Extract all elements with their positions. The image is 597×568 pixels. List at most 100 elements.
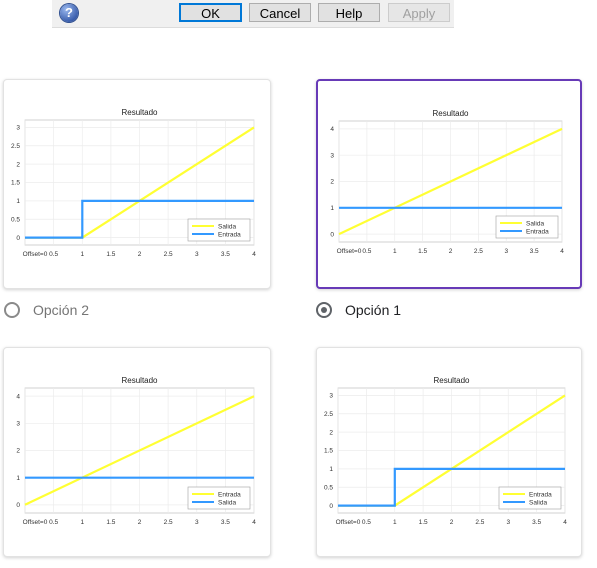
radio-label: Opción 2 [33, 302, 90, 318]
help-icon[interactable]: ? [60, 4, 78, 22]
series-line [338, 127, 563, 236]
x-tick-label: 4 [252, 519, 256, 526]
legend-label: Entrada [218, 231, 241, 238]
radio-option-2[interactable]: Opción 2 [4, 299, 89, 321]
y-tick-label: 2 [329, 429, 333, 436]
x-tick-label: 1 [80, 251, 84, 258]
x-tick-label: Offset=0 [337, 248, 362, 255]
help-button[interactable]: Help [318, 3, 380, 22]
y-tick-label: 2 [16, 448, 20, 455]
x-tick-label: 0.5 [362, 248, 371, 255]
y-tick-label: 1.5 [11, 180, 20, 187]
result-chart: Resultado Offset=0 0.5 1 1.5 2 2.5 3 3.5 4 0 1 2 3 4 Sa… [330, 109, 564, 255]
y-tick-label: 0 [16, 502, 20, 509]
x-tick-label: 1.5 [106, 251, 115, 258]
y-tick-label: 3 [16, 125, 20, 132]
series-line [338, 467, 565, 507]
y-tick-label: 3 [329, 393, 333, 400]
y-tick-label: 4 [16, 393, 20, 400]
legend-label: Entrada [218, 491, 241, 498]
x-tick-label: 1.5 [418, 248, 427, 255]
y-tick-label: 1 [16, 475, 20, 482]
x-tick-label: 2.5 [164, 251, 173, 258]
x-tick-label: 3 [504, 248, 508, 255]
legend-label: Salida [529, 499, 547, 506]
apply-button: Apply [388, 3, 450, 22]
x-tick-label: 0.5 [362, 519, 371, 526]
x-tick-label: 2 [449, 248, 453, 255]
x-tick-label: Offset=0 [23, 519, 48, 526]
x-tick-label: 3.5 [221, 251, 230, 258]
legend-box [498, 486, 562, 510]
y-tick-label: 2 [330, 179, 334, 186]
option-1-chart-card[interactable]: Resultado Offset=0 0.5 1 1.5 2 2.5 3 3.5 4 0 1 2 3 4 Sa… [316, 79, 582, 289]
result-chart: Resultado Offset=0 0.5 1 1.5 2 2.5 3 3.5 4 0 1 2 3 4 En… [16, 376, 256, 526]
x-tick-label: 2 [138, 519, 142, 526]
dialog-button-bar: ? OK Cancel Help Apply [52, 0, 454, 28]
x-tick-label: 2.5 [164, 519, 173, 526]
y-tick-label: 1 [330, 205, 334, 212]
y-tick-label: 2 [16, 161, 20, 168]
x-tick-label: 1.5 [106, 519, 115, 526]
y-tick-label: 3 [16, 421, 20, 428]
x-tick-label: 4 [560, 248, 564, 255]
ok-button[interactable]: OK [179, 3, 242, 22]
x-tick-label: 3 [506, 519, 510, 526]
chart-title: Resultado [121, 108, 158, 117]
y-tick-label: 2.5 [11, 143, 20, 150]
x-tick-label: 4 [252, 251, 256, 258]
x-tick-label: 1 [80, 519, 84, 526]
y-tick-label: 0 [329, 503, 333, 510]
y-tick-label: 1.5 [324, 448, 333, 455]
legend-box [187, 486, 251, 510]
cancel-button[interactable]: Cancel [249, 3, 311, 22]
x-tick-label: 2 [138, 251, 142, 258]
y-tick-label: 3 [330, 152, 334, 159]
x-tick-label: 4 [563, 519, 567, 526]
x-tick-label: Offset=0 [336, 519, 361, 526]
x-tick-label: 3 [195, 251, 199, 258]
x-tick-label: 3.5 [221, 519, 230, 526]
x-tick-label: 2.5 [475, 519, 484, 526]
chart-title: Resultado [433, 376, 470, 385]
legend-label: Entrada [526, 228, 549, 235]
x-tick-label: 2 [450, 519, 454, 526]
radio-label: Opción 1 [345, 302, 402, 318]
y-tick-label: 4 [330, 126, 334, 133]
y-tick-label: 0 [330, 231, 334, 238]
option-2-chart-card[interactable]: Resultado Offset=0 0.5 1 1.5 2 2.5 3 3.5 4 0 0.5 1 1.… [3, 79, 271, 289]
x-tick-label: Offset=0 [23, 251, 48, 258]
option-3-chart-card[interactable]: Resultado Offset=0 0.5 1 1.5 2 2.5 3 3.5 4 0 1 2 3 4 En… [3, 347, 271, 557]
radio-option-1[interactable]: Opción 1 [316, 299, 401, 321]
legend-label: Salida [218, 499, 236, 506]
series-line [24, 395, 255, 506]
option-4-chart-card[interactable]: Resultado Offset=0 0.5 1 1.5 2 2.5 3 3.5 4 0 0.5 1 1.… [316, 347, 582, 557]
x-tick-label: 0.5 [49, 251, 58, 258]
radio-button-selected[interactable] [316, 302, 332, 318]
y-tick-label: 0.5 [11, 216, 20, 223]
y-tick-label: 1 [329, 466, 333, 473]
x-tick-label: 2.5 [474, 248, 483, 255]
chart-title: Resultado [432, 109, 469, 118]
legend-label: Salida [526, 220, 544, 227]
x-tick-label: 3.5 [532, 519, 541, 526]
legend-box [495, 215, 559, 239]
y-tick-label: 0 [16, 235, 20, 242]
y-tick-label: 2.5 [324, 411, 333, 418]
x-tick-label: 1.5 [419, 519, 428, 526]
radio-button[interactable] [4, 302, 20, 318]
x-tick-label: 1 [393, 519, 397, 526]
x-tick-label: 0.5 [49, 519, 58, 526]
series-line [25, 199, 254, 239]
x-tick-label: 3 [195, 519, 199, 526]
legend-box [187, 218, 251, 242]
y-tick-label: 1 [16, 198, 20, 205]
legend-label: Entrada [529, 491, 552, 498]
legend-label: Salida [218, 223, 236, 230]
x-tick-label: 1 [393, 248, 397, 255]
y-tick-label: 0.5 [324, 484, 333, 491]
x-tick-label: 3.5 [530, 248, 539, 255]
chart-title: Resultado [121, 376, 158, 385]
